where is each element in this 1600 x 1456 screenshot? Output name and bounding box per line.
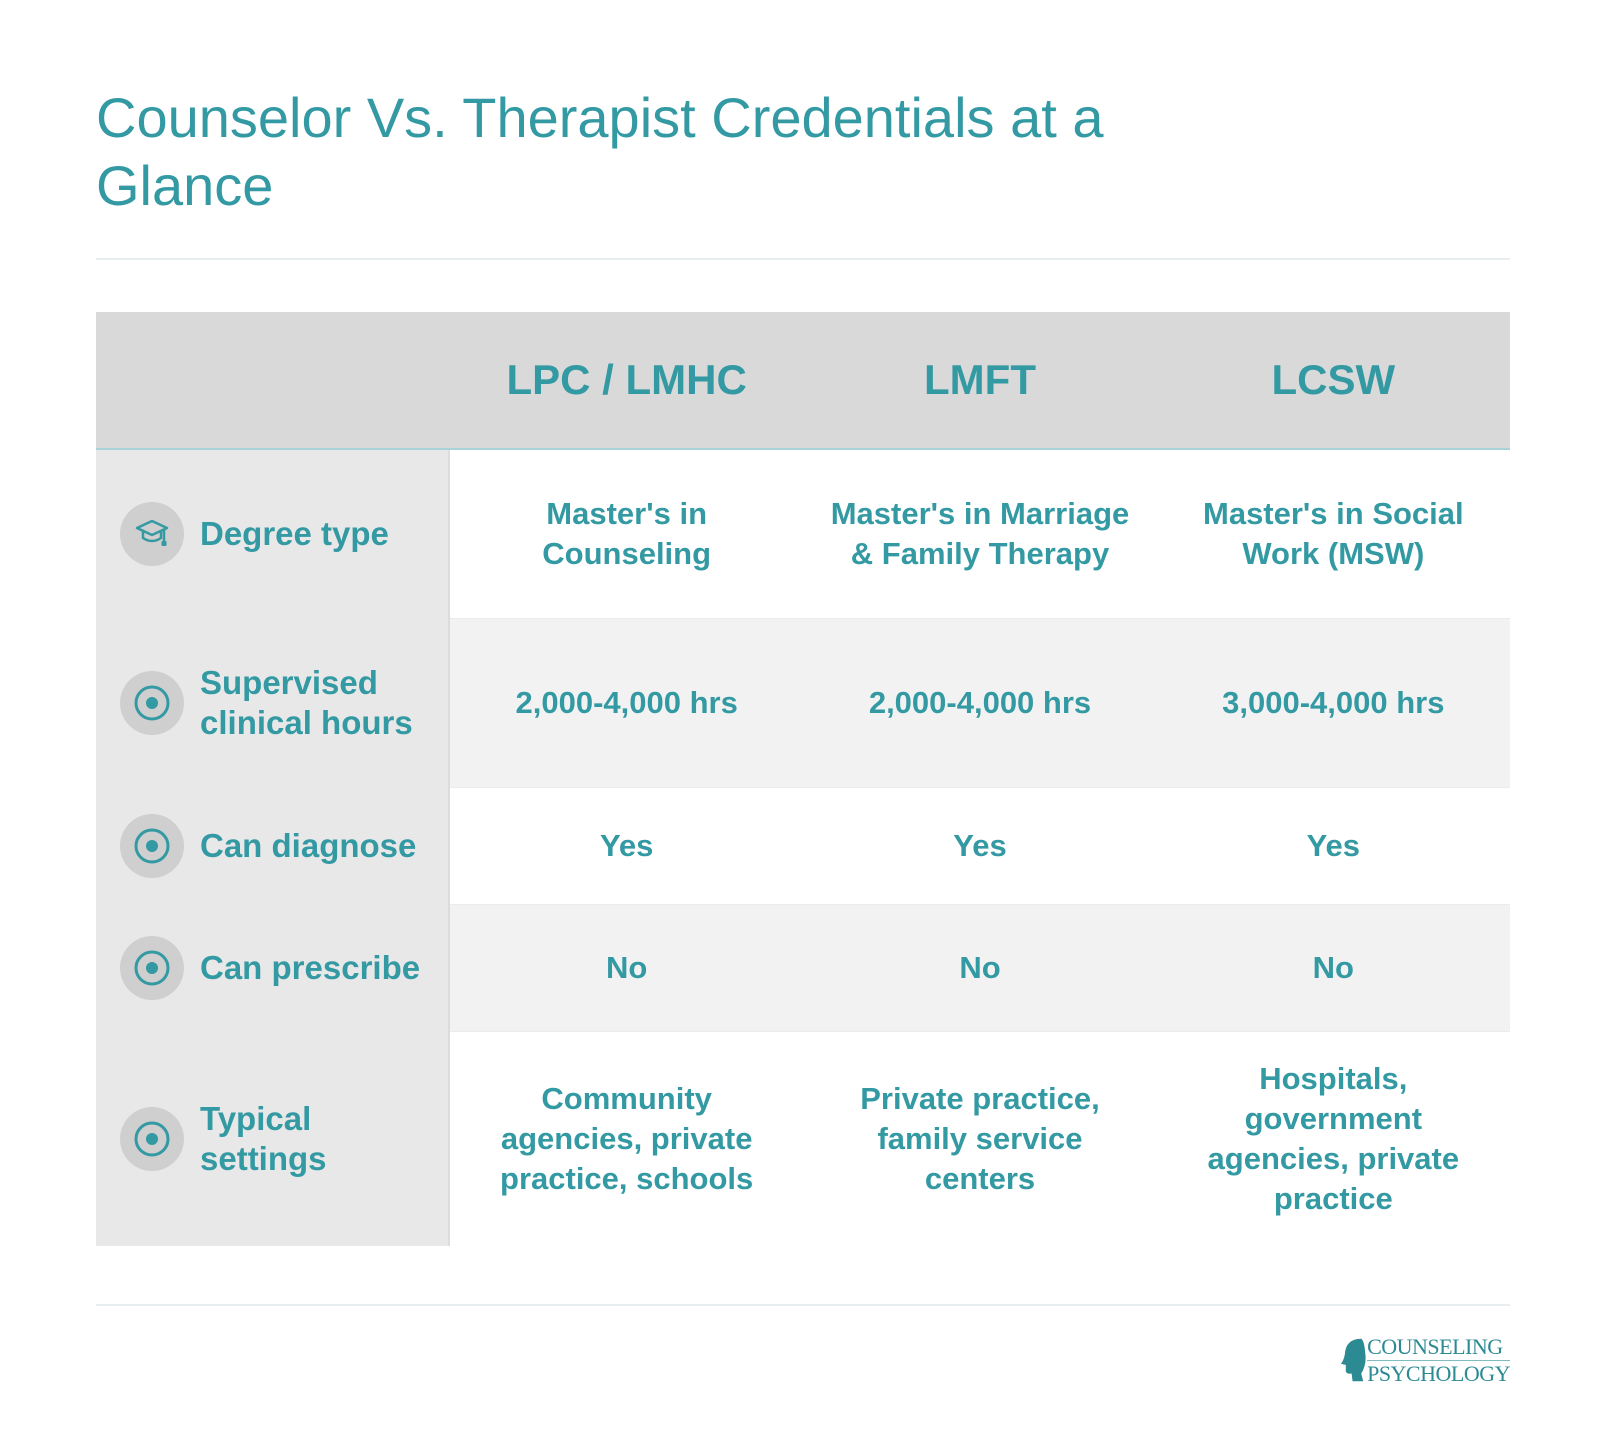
cell-lmft: 2,000-4,000 hrs: [868, 685, 1092, 720]
divider-bottom: [96, 1304, 1510, 1306]
row-label: Can diagnose: [96, 788, 450, 904]
cell-lcsw: No: [1312, 950, 1354, 985]
row-label: Can prescribe: [96, 904, 450, 1032]
header-corner: [96, 312, 450, 448]
cell-lcsw: Master's in Social Work (MSW): [1203, 496, 1464, 571]
logo-line-2: PSYCHOLOGY: [1367, 1359, 1510, 1386]
cell-lpc: 2,000-4,000 hrs: [515, 685, 738, 720]
cell-lcsw: Hospitals, government agencies, private …: [1207, 1061, 1460, 1216]
row-label-text: Supervised clinical hours: [200, 664, 413, 741]
row-label-text: Can diagnose: [200, 827, 417, 864]
cell-lpc: Master's in Counseling: [542, 496, 712, 571]
table-header: LPC / LMHC LMFT LCSW: [96, 312, 1510, 450]
cell-lmft: Master's in Marriage & Family Therapy: [830, 496, 1130, 571]
logo-line-1: COUNSELING: [1367, 1333, 1503, 1359]
target-icon: [120, 1107, 184, 1171]
row-label: Degree type: [96, 450, 450, 618]
cell-lpc: Yes: [599, 828, 654, 863]
head-silhouette-icon: [1340, 1338, 1366, 1382]
cell-lcsw: Yes: [1306, 828, 1361, 863]
cell-lmft: Private practice, family service centers: [860, 1081, 1100, 1196]
table-row: Can diagnose Yes Yes Yes: [96, 788, 1510, 904]
target-icon: [120, 936, 184, 1000]
graduation-cap-icon: [120, 502, 184, 566]
table-row: Typical settings Community agencies, pri…: [96, 1032, 1510, 1246]
table-row: Can prescribe No No No: [96, 904, 1510, 1032]
column-header-lcsw: LCSW: [1271, 356, 1396, 403]
page-title: Counselor Vs. Therapist Credentials at a…: [96, 86, 1104, 217]
cell-lpc: No: [606, 950, 648, 985]
row-label-text: Can prescribe: [200, 949, 421, 986]
divider-top: [96, 258, 1510, 260]
row-label-text: Degree type: [200, 515, 389, 552]
row-label: Typical settings: [96, 1032, 450, 1246]
target-icon: [120, 671, 184, 735]
cell-lmft: Yes: [953, 828, 1007, 863]
table-row: Degree type Master's in Counseling Maste…: [96, 450, 1510, 618]
credentials-table: LPC / LMHC LMFT LCSW Degree type Master'…: [96, 312, 1510, 1246]
table-row: Supervised clinical hours 2,000-4,000 hr…: [96, 618, 1510, 788]
cell-lpc: Community agencies, private practice, sc…: [500, 1081, 754, 1196]
target-icon: [120, 814, 184, 878]
cell-lcsw: 3,000-4,000 hrs: [1222, 685, 1445, 720]
row-label-text: Typical settings: [200, 1100, 327, 1177]
cell-lmft: No: [959, 950, 1001, 985]
column-header-lmft: LMFT: [924, 356, 1036, 403]
column-header-lpc: LPC / LMHC: [506, 356, 747, 403]
brand-logo: COUNSELING PSYCHOLOGY: [1340, 1330, 1510, 1390]
row-label: Supervised clinical hours: [96, 618, 450, 788]
